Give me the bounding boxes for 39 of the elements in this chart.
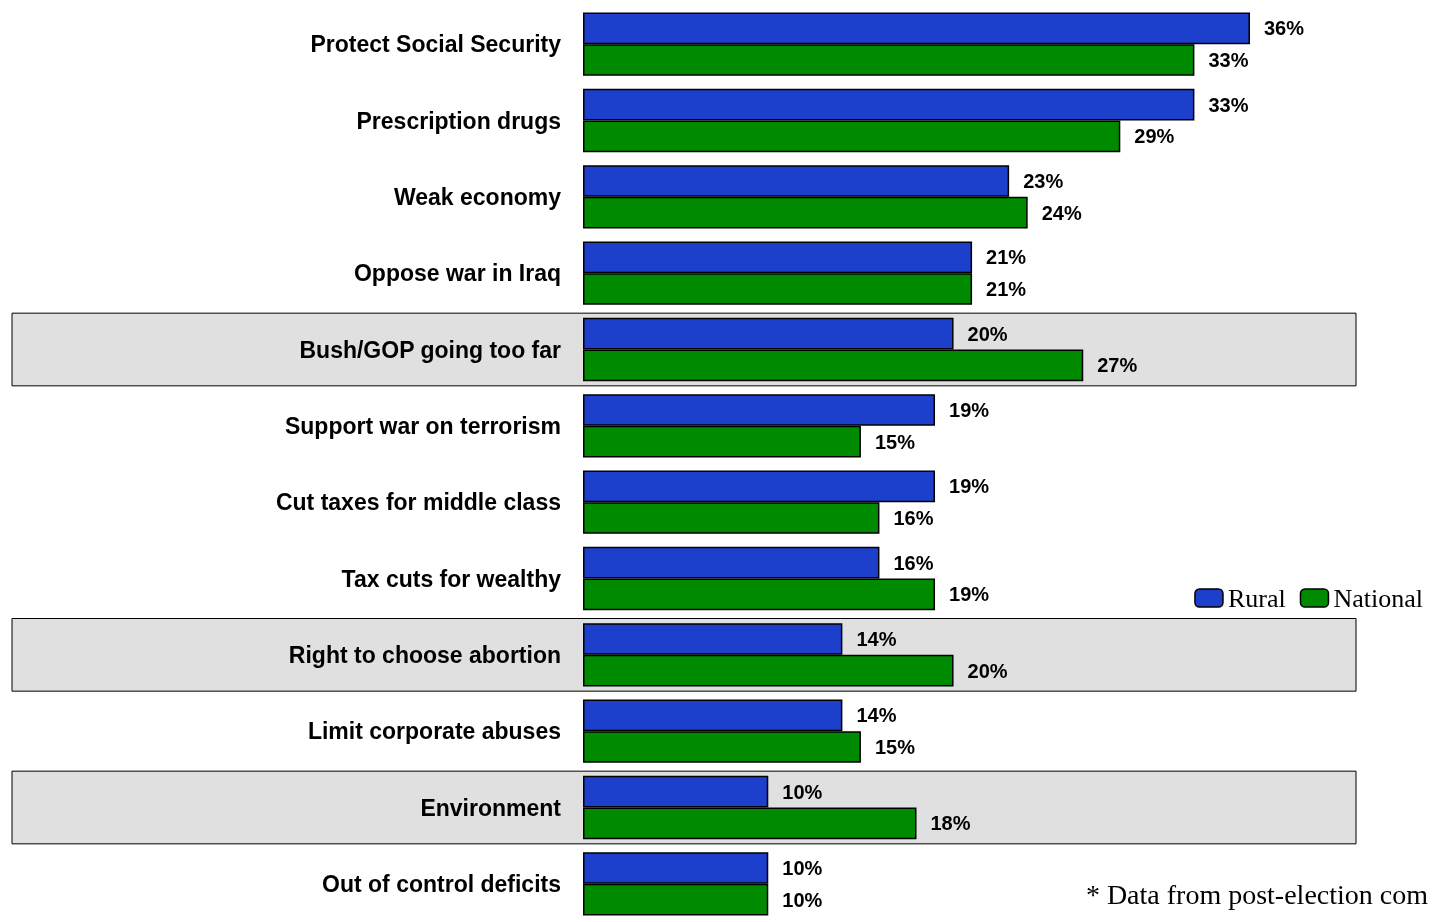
data-label: 33% [1208,49,1249,72]
y-tick-label: Tax cuts for wealthy [341,565,562,592]
data-label: 20% [967,322,1008,345]
data-label: 10% [782,856,823,879]
data-label: 36% [1264,17,1305,40]
data-label: 21% [986,278,1027,301]
data-label: 19% [949,475,990,498]
data-label: 20% [967,659,1008,682]
data-label: 16% [893,507,934,530]
data-label: 10% [782,888,823,911]
data-label: 23% [1023,169,1064,192]
data-label: 14% [856,704,897,727]
data-label: 16% [893,551,934,574]
y-tick-label: Out of control deficits [322,870,561,897]
y-tick-label: Prescription drugs [356,107,561,134]
data-label: 10% [782,780,823,803]
y-tick-label: Environment [420,794,562,821]
data-label: 21% [986,246,1027,269]
data-label: 15% [874,736,916,759]
data-label: 33% [1208,93,1249,116]
y-tick-label: Limit corporate abuses [307,718,561,745]
data-label: 24% [1041,201,1082,224]
data-label: 14% [856,627,897,650]
legend-label: Rural [1227,583,1286,613]
data-label: 15% [874,430,916,453]
data-label: 29% [1134,125,1175,148]
y-tick-label: Cut taxes for middle class [275,489,561,516]
y-tick-label: Protect Social Security [310,31,562,58]
data-label: 18% [930,812,971,835]
legend-label: National [1333,583,1423,613]
y-tick-label: Bush/GOP going too far [299,336,562,363]
y-tick-label: Right to choose abortion [288,641,561,668]
y-tick-label: Weak economy [393,183,562,210]
data-label: 19% [949,583,990,606]
data-label: 27% [1097,354,1138,377]
y-tick-label: Oppose war in Iraq [353,260,561,287]
y-tick-label: Support war on terrorism [284,412,561,439]
annotation: * Data from post-election com [1085,878,1429,910]
data-label: 19% [949,398,990,421]
